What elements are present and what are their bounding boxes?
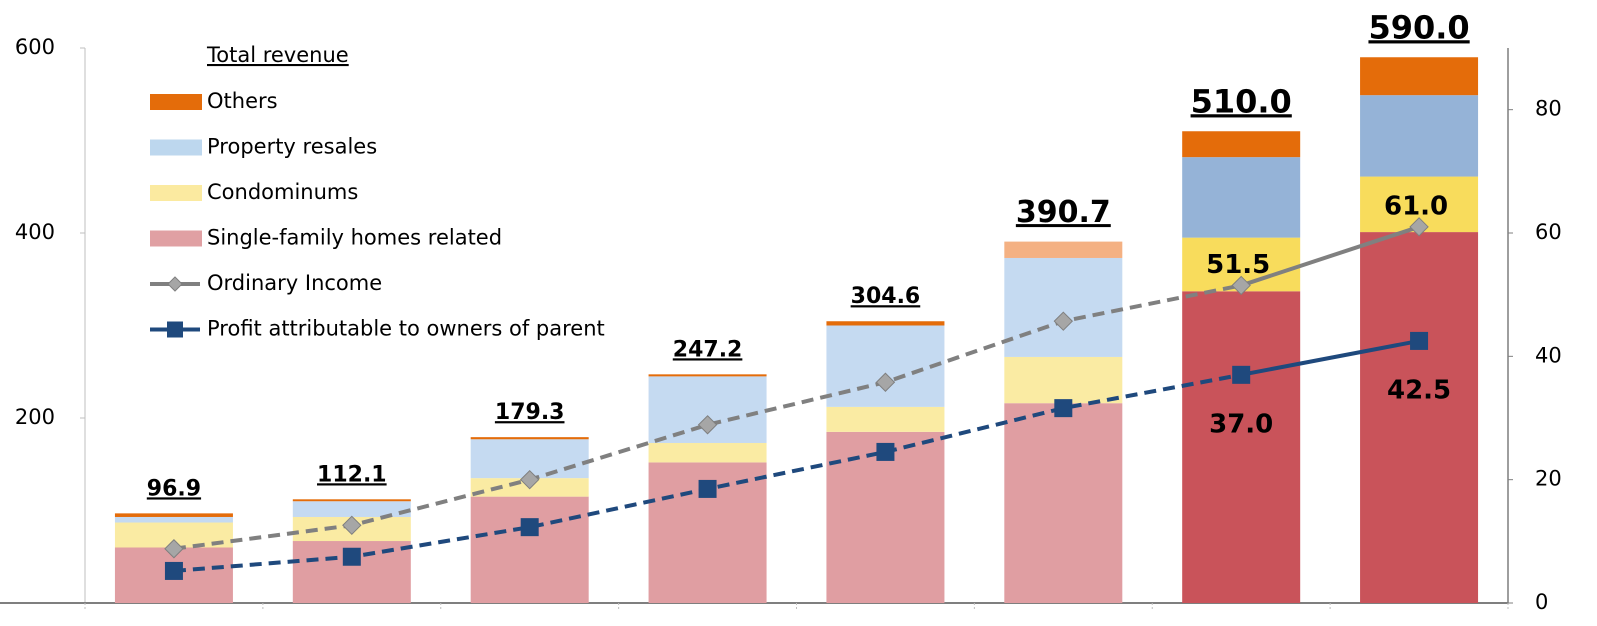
value-label: 37.0 (1209, 409, 1273, 439)
marker (164, 539, 184, 559)
legend-label: Profit attributable to owners of parent (207, 317, 605, 341)
total-label: 390.7 (1016, 195, 1111, 230)
total-label: 247.2 (673, 337, 743, 362)
bar-segment (114, 513, 233, 517)
legend-swatch (150, 230, 202, 247)
bar-segment (1004, 403, 1123, 603)
bar-segment (470, 437, 589, 440)
marker (698, 479, 717, 498)
total-label: 179.3 (495, 400, 565, 425)
marker (342, 547, 361, 566)
y2-tick-label: 40 (1535, 343, 1562, 367)
y-tick-label: 400 (15, 220, 55, 244)
y2-tick-label: 80 (1535, 97, 1562, 121)
total-label: 304.6 (851, 284, 921, 309)
y-tick-label: 200 (15, 405, 55, 429)
bar-segment (826, 321, 945, 326)
legend-label: Single-family homes related (207, 226, 502, 250)
legend-label: Property resales (207, 135, 377, 159)
legend-swatch (150, 185, 202, 201)
legend-label: Others (207, 89, 278, 113)
marker (1409, 217, 1429, 237)
marker (875, 372, 896, 392)
bar-segment (648, 374, 767, 377)
legend-marker (167, 276, 183, 292)
marker (1053, 311, 1074, 331)
total-label: 510.0 (1191, 82, 1292, 120)
y-tick-label: 600 (15, 35, 55, 59)
marker (342, 515, 362, 536)
marker (1232, 365, 1251, 384)
marker (519, 469, 540, 490)
legend-title: Total revenue (206, 43, 349, 67)
bar-segment (1360, 232, 1479, 603)
bar-segment (1182, 131, 1301, 158)
legend-marker (167, 321, 183, 338)
bar-segment (1182, 291, 1301, 603)
legend-swatch (150, 139, 202, 156)
bar-segment (1004, 356, 1123, 404)
legend-label: Ordinary Income (207, 271, 382, 295)
bar-segment (292, 499, 411, 502)
total-label: 590.0 (1368, 8, 1469, 46)
value-label: 51.5 (1206, 250, 1270, 280)
marker (1410, 331, 1429, 350)
total-label: 96.9 (147, 476, 201, 501)
bar-segment (1360, 57, 1479, 96)
line-solid (1240, 338, 1420, 377)
value-label: 42.5 (1387, 375, 1451, 405)
marker (876, 442, 895, 461)
marker (164, 561, 183, 580)
legend-label: Condominums (207, 180, 358, 204)
line-solid (1240, 224, 1420, 288)
bar-segment (470, 496, 589, 603)
y2-tick-label: 20 (1535, 467, 1562, 491)
bar-segment (1004, 241, 1123, 258)
total-label: 112.1 (317, 462, 387, 487)
bar-segment (826, 325, 945, 407)
value-label: 61.0 (1384, 191, 1448, 221)
legend-swatch (150, 94, 202, 110)
bar-segment (114, 516, 233, 523)
bar-segment (1360, 95, 1479, 177)
y2-tick-label: 60 (1535, 220, 1562, 244)
bar-segment (648, 442, 767, 463)
y2-tick-label: 0 (1535, 590, 1548, 614)
bar-segment (292, 501, 411, 517)
bar-segment (826, 406, 945, 432)
marker (697, 415, 718, 435)
marker (520, 518, 539, 537)
marker (1054, 399, 1073, 418)
marker (1231, 275, 1251, 296)
bar-segment (1182, 157, 1301, 238)
bar-segment (1004, 257, 1123, 357)
